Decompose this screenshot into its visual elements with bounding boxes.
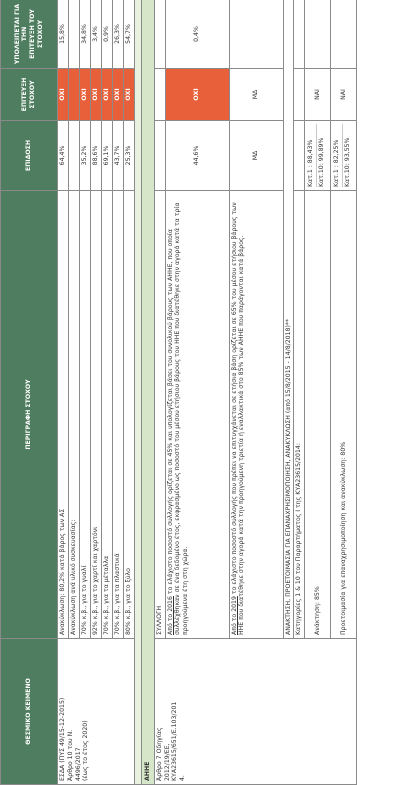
- header-target-description: ΠΕΡΙΓΡΑΦΗ ΣΤΟΧΟΥ: [0, 190, 58, 639]
- target-description: 80% κ.β., για το ξύλο: [123, 190, 135, 639]
- remaining-value: 26,3%: [112, 0, 124, 69]
- remaining-value: 3,4%: [90, 0, 102, 69]
- target-2016-text: το ελάχιστο ποσοστό συλλογής ορίζεται σε…: [166, 202, 190, 635]
- goal-status-badge: ΟΧΙ: [90, 68, 102, 121]
- ahhe-law-line: Άρθρο 7 Οδηγίας: [155, 727, 163, 781]
- performance-value: [68, 120, 80, 191]
- header-remaining: ΥΠΟΛΕΙΠΕΤΑΙ ΓΙΑ ΤΗΝ ΕΠΙΤΕΥΞΗ ΤΟΥ ΣΤΟΧΟΥ: [0, 0, 58, 69]
- target-description: 70% κ.β., για τα μέταλλα: [101, 190, 113, 639]
- header-legal-text: ΘΕΣΜΙΚΟ ΚΕΙΜΕΝΟ: [0, 638, 58, 785]
- collection-label: ΣΥΛΛΟΓΗ: [154, 190, 165, 639]
- goal-status-badge: ΟΧΙ: [101, 68, 113, 121]
- table-row: Άρθρο 7 Οδηγίας 2012/19/ΕΕ, ΚΥΑ23615/651…: [154, 0, 357, 785]
- header-remaining-line1: ΥΠΟΛΕΙΠΕΤΑΙ ΓΙΑ ΤΗΝ: [13, 3, 29, 65]
- ahhe-law-line: 4.: [179, 775, 186, 781]
- remaining-value: 15,8%: [57, 0, 69, 69]
- goal-status-badge: [68, 68, 80, 121]
- performance-value: ΜΔ: [229, 120, 283, 191]
- target-description: 70% κ.β., για το γυαλί: [79, 190, 91, 639]
- target-description: 70% κ.β., για τα πλαστικά: [112, 190, 124, 639]
- header-goal-line1: ΕΠΙΤΕΥΞΗ: [21, 77, 29, 112]
- ahhe-law-line: 2012/19/ΕΕ,: [163, 743, 171, 781]
- goal-status: ΝΑΙ: [330, 68, 357, 121]
- goal-cell: [154, 68, 165, 121]
- remaining-value: [293, 0, 305, 69]
- recovery-performance: Κατ.1 : 88,43% Κατ.10: 99,89%: [304, 120, 331, 191]
- reuse-performance: Κατ.1 : 82,25% Κατ.10: 93,55%: [330, 120, 357, 191]
- performance-value: 88,6%: [90, 120, 102, 191]
- goal-status-badge: ΟΧΙ: [165, 68, 229, 121]
- header-goal-achieved: ΕΠΙΤΕΥΞΗ ΣΤΟΧΟΥ: [0, 68, 58, 121]
- target-2016-description: Από το 2016 το ελάχιστο ποσοστό συλλογής…: [165, 190, 229, 639]
- target-2019-description: Από το 2019 το ελάχιστο ποσοστό συλλογής…: [229, 190, 283, 639]
- performance-value: 44,6%: [165, 120, 229, 191]
- header-performance: ΕΠΙΔΟΣΗ: [0, 120, 58, 191]
- section-row: ΑΗΗΕ: [141, 0, 155, 785]
- goal-status-badge: ΟΧΙ: [79, 68, 91, 121]
- remaining-value: 0,9%: [101, 0, 113, 69]
- goal-status-badge: ΟΧΙ: [112, 68, 124, 121]
- targets-table: ΘΕΣΜΙΚΟ ΚΕΙΜΕΝΟ ΠΕΡΙΓΡΑΦΗ ΣΤΟΧΟΥ ΕΠΙΔΟΣΗ…: [0, 0, 357, 785]
- goal-status: ΝΑΙ: [304, 68, 331, 121]
- performance-value: 64,4%: [57, 120, 69, 191]
- performance-value: 69,1%: [101, 120, 113, 191]
- header-goal-line2: ΣΤΟΧΟΥ: [29, 80, 36, 109]
- goal-status-badge: ΟΧΙ: [57, 68, 69, 121]
- remaining-value: [304, 0, 331, 69]
- remaining-value: [68, 0, 80, 69]
- ahhe-law-line: ΚΥΑ23615/651/Ε.103/201: [171, 701, 179, 781]
- reuse-cat1: Κατ.1 : 82,25%: [332, 124, 343, 187]
- section-title: ΑΗΗΕ: [141, 0, 155, 785]
- table-header-row: ΘΕΣΜΙΚΟ ΚΕΙΜΕΝΟ ΠΕΡΙΓΡΑΦΗ ΣΤΟΧΟΥ ΕΠΙΔΟΣΗ…: [0, 0, 58, 785]
- reuse-cat10: Κατ.10: 93,55%: [343, 137, 351, 187]
- remaining-value: [330, 0, 357, 69]
- categories-label: Κατηγορίες 1 & 10 του Παραρτήματος I της…: [293, 190, 305, 639]
- esda-law-line: Άρθρο 10 του Ν.: [66, 729, 74, 781]
- goal-status: ΜΔ: [229, 68, 283, 121]
- header-remaining-line2: ΕΠΙΤΕΥΞΗ ΤΟΥ ΣΤΟΧΟΥ: [29, 9, 44, 59]
- remaining-value: 0,4%: [165, 0, 229, 69]
- recovery-target-label: Ανάκτηση: 85%: [304, 190, 331, 639]
- performance-value: 43,7%: [112, 120, 124, 191]
- esda-law-line: (έως το έτος 2020): [82, 720, 90, 781]
- target-description: Ανακύκλωση ανά υλικό συσκευασίας:: [68, 190, 80, 639]
- recovery-cat1: Κατ.1 : 88,43%: [306, 124, 317, 187]
- performance-value: 35,2%: [79, 120, 91, 191]
- target-2019-text: το ελάχιστο ποσοστό συλλογής που πρέπει …: [230, 202, 246, 635]
- spacer-row: [134, 0, 142, 785]
- target-2016-year: Από το 2016: [166, 596, 174, 635]
- reuse-target-label: Προετοιμασία για επαναχρησιμοποίηση και …: [330, 190, 357, 639]
- target-description: 92% κ.β., για το χαρτί και χαρτόνι: [90, 190, 102, 639]
- remaining-value: 34,8%: [79, 0, 91, 69]
- remaining-value: [229, 0, 283, 69]
- esda-law-line: ΕΣΔΑ (ΠΥΣ 49/15-12-2015): [59, 697, 66, 781]
- recovery-cat10: Κατ.10: 99,89%: [317, 137, 325, 187]
- goal-status-badge: ΟΧΙ: [123, 68, 135, 121]
- performance-value: [293, 120, 305, 191]
- spacer-cell: [134, 0, 142, 785]
- table-row: ΕΣΔΑ (ΠΥΣ 49/15-12-2015) Άρθρο 10 του Ν.…: [57, 0, 135, 785]
- ahhe-legal-reference: Άρθρο 7 Οδηγίας 2012/19/ΕΕ, ΚΥΑ23615/651…: [154, 638, 357, 785]
- recovery-header: ΑΝΑΚΤΗΣΗ, ΠΡΟΕΤΟΙΜΑΣΙΑ ΓΙΑ ΕΠΑΝΑΧΡΗΣΙΜΟΠ…: [283, 0, 294, 639]
- remaining-value: [154, 0, 165, 69]
- performance-value: [154, 120, 165, 191]
- target-description: Ανακύκλωση: 80,2% κατά βάρος των ΑΣ: [57, 190, 69, 639]
- target-2019-year: Από το 2019: [230, 596, 238, 635]
- esda-legal-reference: ΕΣΔΑ (ΠΥΣ 49/15-12-2015) Άρθρο 10 του Ν.…: [57, 638, 135, 785]
- performance-value: 25,3%: [123, 120, 135, 191]
- remaining-value: 54,7%: [123, 0, 135, 69]
- goal-cell: [293, 68, 305, 121]
